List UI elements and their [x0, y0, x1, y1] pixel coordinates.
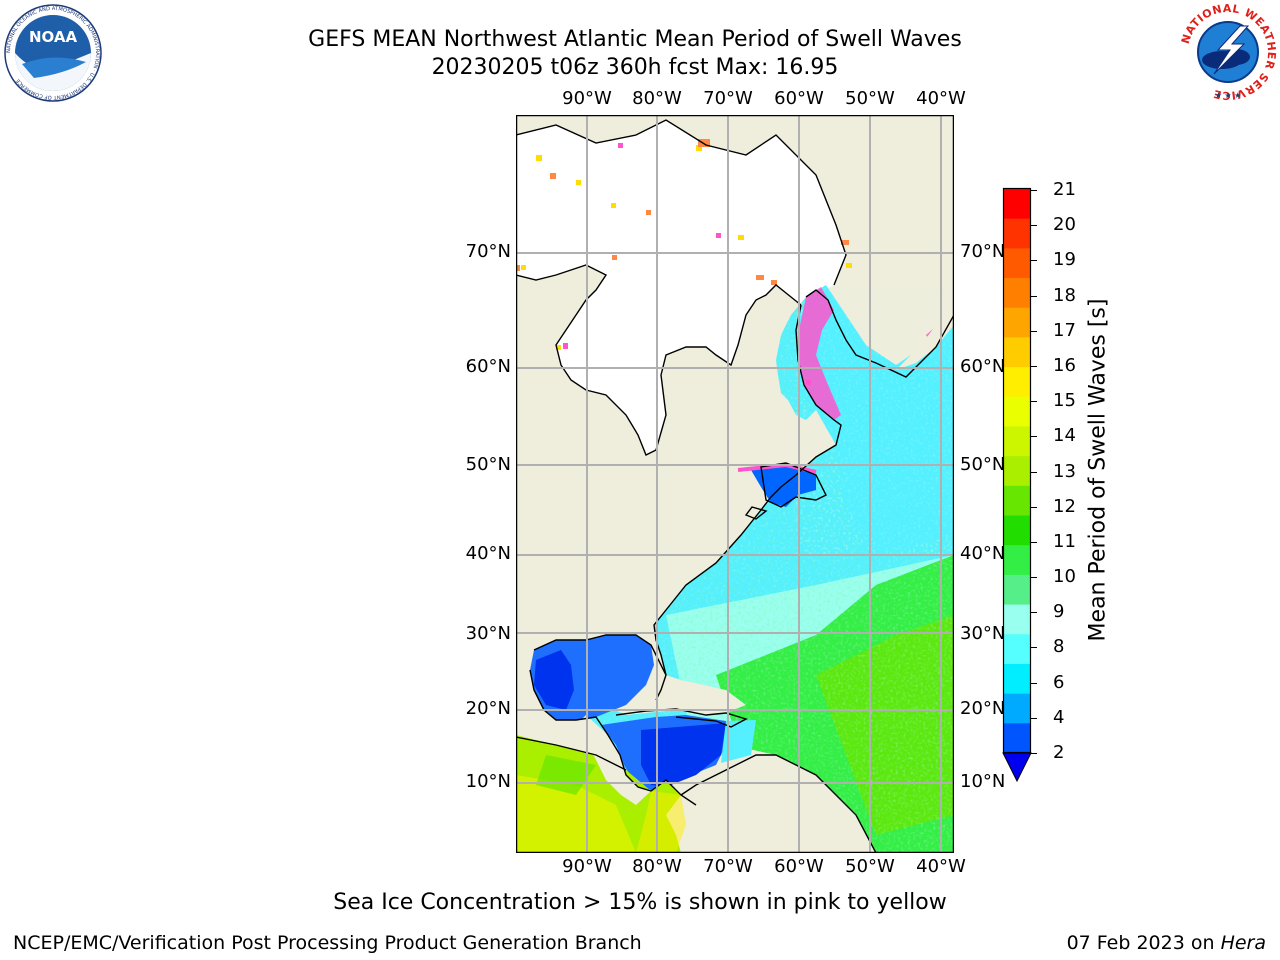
colorbar-tick-mark — [1031, 436, 1037, 438]
lat-label-left-70n: 70°N — [465, 241, 511, 262]
colorbar-tick-mark — [1031, 260, 1037, 262]
colorbar-tick-label: 4 — [1053, 706, 1065, 728]
colorbar-tick-mark — [1031, 647, 1037, 649]
colorbar-tick-label: 10 — [1053, 566, 1076, 588]
colorbar-label: Mean Period of Swell Waves [s] — [1085, 298, 1111, 642]
colorbar-segment — [1003, 515, 1031, 546]
map-panel — [516, 115, 954, 853]
colorbar-tick-mark — [1031, 682, 1037, 684]
colorbar-segment — [1003, 367, 1031, 398]
colorbar-tick-label: 9 — [1053, 601, 1065, 623]
lon-label-bottom-90w: 90°W — [562, 856, 612, 877]
lat-label-right-50n: 50°N — [960, 454, 1006, 475]
lon-label-bottom-60w: 60°W — [774, 856, 824, 877]
colorbar-tick-label: 21 — [1053, 179, 1076, 200]
lon-label-bottom-80w: 80°W — [632, 856, 682, 877]
colorbar-tick-mark — [1031, 577, 1037, 579]
colorbar-tick-label: 18 — [1053, 284, 1076, 306]
lat-label-right-60n: 60°N — [960, 356, 1006, 377]
lon-label-top-60w: 60°W — [774, 88, 824, 109]
colorbar-segment — [1003, 723, 1031, 754]
colorbar-tick-mark — [1031, 330, 1037, 332]
colorbar-segment — [1003, 663, 1031, 695]
lat-label-right-40n: 40°N — [960, 543, 1006, 564]
colorbar-tick-mark — [1031, 506, 1037, 508]
colorbar-tick-label: 12 — [1053, 495, 1076, 517]
colorbar-tick-mark — [1031, 190, 1037, 191]
colorbar-tick-mark — [1031, 365, 1037, 367]
lon-label-bottom-70w: 70°W — [703, 856, 753, 877]
colorbar-segment — [1003, 545, 1031, 576]
colorbar-segment — [1003, 218, 1031, 249]
lon-label-top-80w: 80°W — [632, 88, 682, 109]
colorbar-tick-label: 15 — [1053, 390, 1076, 412]
lat-label-left-60n: 60°N — [465, 356, 511, 377]
lon-label-bottom-40w: 40°W — [916, 856, 966, 877]
lon-label-top-40w: 40°W — [916, 88, 966, 109]
colorbar-segment — [1003, 307, 1031, 338]
colorbar-tick-label: 19 — [1053, 249, 1076, 271]
colorbar-segment — [1003, 337, 1031, 368]
lat-label-left-10n: 10°N — [465, 771, 511, 792]
lat-label-left-50n: 50°N — [465, 454, 511, 475]
colorbar-tick-mark — [1031, 717, 1037, 719]
colorbar-segment — [1003, 189, 1031, 220]
lat-label-right-30n: 30°N — [960, 623, 1006, 644]
colorbar-tick-label: 16 — [1053, 354, 1076, 376]
svg-text:★ ★ ★: ★ ★ ★ — [1215, 91, 1242, 100]
colorbar-segment — [1003, 426, 1031, 457]
noaa-logo: NOAA NATIONAL OCEANIC AND ATMOSPHERIC AD… — [4, 4, 102, 102]
svg-text:NOAA: NOAA — [29, 28, 78, 46]
nws-logo: NATIONAL WEATHER SERVICE ★ ★ ★ — [1179, 2, 1278, 102]
colorbar-segment — [1003, 456, 1031, 487]
map-title: GEFS MEAN Northwest Atlantic Mean Period… — [308, 27, 962, 52]
map-subtitle: 20230205 t06z 360h fcst Max: 16.95 — [431, 55, 839, 80]
lon-label-top-70w: 70°W — [703, 88, 753, 109]
sea-ice-caption: Sea Ice Concentration > 15% is shown in … — [333, 890, 947, 915]
colorbar-tick-mark — [1031, 225, 1037, 227]
footer-credit: NCEP/EMC/Verification Post Processing Pr… — [13, 932, 642, 954]
lat-label-left-20n: 20°N — [465, 698, 511, 719]
colorbar-tick-mark — [1031, 471, 1037, 473]
lat-label-right-10n: 10°N — [960, 771, 1006, 792]
colorbar-tick-label: 14 — [1053, 425, 1076, 447]
colorbar-tick-label: 6 — [1053, 671, 1065, 693]
colorbar-tick-mark — [1031, 753, 1037, 754]
colorbar-tick-label: 8 — [1053, 636, 1065, 658]
colorbar-tick-label: 11 — [1053, 530, 1076, 552]
lon-label-top-50w: 50°W — [845, 88, 895, 109]
footer-date-text: 07 Feb 2023 on — [1066, 932, 1221, 954]
colorbar-tick-label: 2 — [1053, 742, 1065, 763]
colorbar-tick-mark — [1031, 612, 1037, 614]
lat-label-right-70n: 70°N — [960, 241, 1006, 262]
colorbar-tick-label: 17 — [1053, 319, 1076, 341]
colorbar-segment — [1003, 574, 1031, 606]
colorbar-segment — [1003, 248, 1031, 279]
colorbar-segment — [1003, 396, 1031, 427]
lon-label-bottom-50w: 50°W — [845, 856, 895, 877]
colorbar-segment — [1003, 693, 1031, 724]
colorbar-segment — [1003, 278, 1031, 309]
colorbar-tick-label: 20 — [1053, 214, 1076, 236]
footer-machine: Hera — [1220, 932, 1266, 954]
colorbar-segment — [1003, 485, 1031, 517]
lat-label-right-20n: 20°N — [960, 698, 1006, 719]
colorbar-tick-mark — [1031, 401, 1037, 403]
colorbar-segment — [1003, 634, 1031, 665]
colorbar-tick-mark — [1031, 295, 1037, 297]
lat-label-left-30n: 30°N — [465, 623, 511, 644]
colorbar — [1002, 187, 1032, 783]
lat-label-left-40n: 40°N — [465, 543, 511, 564]
footer-date: 07 Feb 2023 on Hera — [1067, 932, 1266, 954]
colorbar-segment — [1003, 604, 1031, 635]
colorbar-tick-mark — [1031, 541, 1037, 543]
colorbar-tick-label: 13 — [1053, 460, 1076, 482]
lon-label-top-90w: 90°W — [562, 88, 612, 109]
